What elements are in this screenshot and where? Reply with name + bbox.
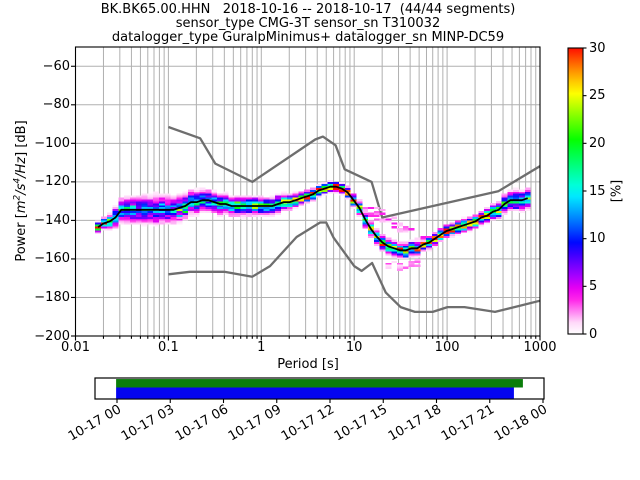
title-line-2: sensor_type CMG-3T sensor_sn T310032 bbox=[175, 16, 441, 31]
title-line-3: datalogger_type GuralpMinimus+ datalogge… bbox=[111, 30, 505, 45]
noise-model-nlnm-line bbox=[168, 221, 540, 314]
x-axis-label: Period [s] bbox=[277, 357, 339, 372]
timeline-coverage-bar-green bbox=[116, 379, 523, 388]
x-tick-label: 0.1 bbox=[158, 340, 179, 355]
y-axis-label: Power [m2/s4/Hz] [dB] bbox=[12, 120, 30, 262]
x-tick-label: 0.01 bbox=[61, 340, 90, 355]
noise-model-nhnm-line bbox=[168, 125, 540, 219]
plot-frame bbox=[74, 46, 541, 337]
timeline-coverage-bar-blue bbox=[116, 387, 514, 399]
y-tick-label: −100 bbox=[34, 135, 70, 151]
y-tick-label: −200 bbox=[34, 328, 70, 344]
x-tick-label: 1 bbox=[257, 340, 266, 355]
colorbar-tick-label: 5 bbox=[589, 278, 598, 294]
timeline-ticks bbox=[116, 399, 544, 403]
y-tick-label: −120 bbox=[34, 174, 70, 190]
y-tick-label: −160 bbox=[34, 251, 70, 267]
psd-mode-line bbox=[97, 185, 528, 252]
colorbar-tick-label: 15 bbox=[589, 183, 606, 199]
colorbar-ticks bbox=[583, 47, 587, 335]
y-tick-label: −180 bbox=[34, 289, 70, 305]
x-tick-label: 1000 bbox=[523, 340, 557, 355]
y-tick-label: −60 bbox=[42, 58, 70, 74]
colorbar-label: [%] bbox=[609, 179, 625, 203]
colorbar-tick-label: 25 bbox=[589, 88, 606, 104]
colorbar-tick-label: 10 bbox=[589, 231, 606, 247]
axis-ticks bbox=[71, 65, 541, 341]
y-tick-label: −140 bbox=[34, 212, 70, 228]
y-tick-label: −80 bbox=[42, 97, 70, 113]
colorbar-tick-label: 0 bbox=[589, 326, 598, 342]
x-tick-label: 10 bbox=[345, 340, 363, 355]
colorbar-tick-label: 30 bbox=[589, 40, 606, 56]
colorbar-tick-label: 20 bbox=[589, 135, 606, 151]
colorbar-gradient bbox=[568, 48, 583, 334]
x-tick-label: 100 bbox=[434, 340, 460, 355]
title-line-1: BK.BK65.00.HHN 2018-10-16 -- 2018-10-17 … bbox=[100, 2, 516, 17]
